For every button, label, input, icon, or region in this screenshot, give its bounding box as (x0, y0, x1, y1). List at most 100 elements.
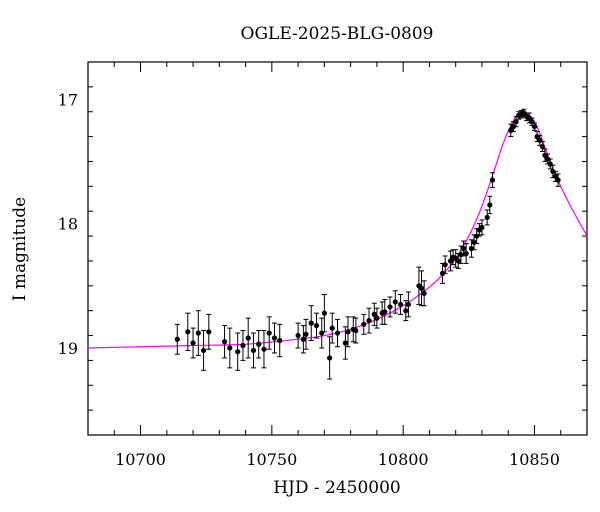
point-marker (256, 341, 262, 347)
point-marker (526, 115, 532, 121)
data-point (361, 313, 367, 335)
data-point (329, 312, 335, 344)
data-point (547, 158, 553, 170)
x-tick-label: 10750 (246, 450, 297, 469)
data-point (382, 298, 388, 325)
point-marker (510, 124, 517, 130)
data-point (200, 330, 207, 371)
data-point (190, 327, 196, 359)
data-point (303, 318, 309, 350)
data-point (447, 250, 454, 272)
data-point (484, 209, 490, 226)
point-marker (521, 110, 527, 116)
data-point (321, 294, 327, 333)
point-marker (240, 342, 246, 349)
data-point (277, 323, 283, 358)
data-point (174, 323, 180, 355)
point-marker (539, 143, 545, 150)
point-marker (371, 311, 377, 317)
plot-frame (87, 61, 588, 436)
data-point (545, 153, 551, 165)
chart-title: OGLE-2025-BLG-0809 (241, 24, 434, 44)
point-marker (468, 245, 475, 252)
data-point (313, 312, 320, 339)
point-marker (271, 335, 278, 341)
data-point (345, 316, 351, 348)
point-marker (227, 345, 233, 351)
point-marker (327, 355, 333, 361)
data-point (468, 239, 475, 258)
data-point (487, 195, 493, 215)
x-tick-label: 10800 (378, 450, 429, 469)
point-marker (174, 336, 180, 342)
point-marker (200, 347, 207, 354)
point-marker (342, 340, 348, 346)
point-marker (537, 137, 543, 143)
point-marker (321, 310, 327, 316)
data-point (534, 131, 540, 143)
data-points (174, 108, 561, 380)
data-point (295, 322, 301, 349)
data-point (366, 307, 372, 334)
y-tick-label: 18 (58, 215, 78, 234)
point-marker (334, 330, 341, 336)
data-point (539, 141, 545, 153)
data-point (463, 243, 469, 264)
point-marker (489, 177, 496, 183)
point-marker (319, 330, 325, 336)
point-marker (361, 321, 367, 327)
point-marker (329, 325, 335, 331)
point-marker (484, 214, 490, 221)
y-axis-label: I magnitude (10, 197, 30, 301)
point-marker (345, 329, 351, 335)
point-marker (474, 233, 480, 239)
data-point (550, 164, 556, 179)
point-marker (190, 340, 196, 346)
data-point (334, 318, 341, 348)
point-marker (513, 119, 519, 125)
data-point (555, 173, 561, 187)
point-marker (418, 285, 425, 291)
point-marker (458, 252, 464, 258)
data-point (405, 291, 412, 318)
tick-labels: 10700 10750 10800 10850 17 18 19 (58, 90, 560, 469)
point-marker (531, 124, 538, 130)
point-marker (303, 331, 309, 337)
data-point (271, 322, 278, 354)
point-marker (245, 335, 251, 341)
point-marker (392, 299, 398, 305)
data-point (421, 280, 427, 307)
data-point (442, 255, 448, 274)
data-point (387, 296, 393, 318)
point-marker (421, 290, 427, 296)
point-marker (405, 301, 412, 308)
data-point (300, 325, 306, 354)
point-marker (555, 177, 561, 183)
data-point (374, 307, 380, 329)
data-point (240, 330, 246, 361)
point-marker (455, 258, 461, 264)
data-point (206, 313, 212, 350)
data-point (319, 317, 325, 349)
data-point (185, 312, 191, 351)
data-point (235, 332, 241, 371)
point-marker (250, 347, 257, 354)
point-marker (439, 270, 446, 276)
point-marker (382, 309, 388, 315)
point-marker (387, 304, 393, 310)
point-marker (550, 168, 556, 175)
data-point (261, 330, 267, 369)
point-marker (547, 161, 553, 167)
data-point (418, 270, 425, 307)
point-marker (366, 318, 372, 324)
data-point (450, 249, 456, 266)
data-point (479, 219, 485, 236)
data-point (521, 108, 527, 118)
axis-ticks (87, 61, 588, 436)
data-point (250, 332, 257, 369)
point-marker (313, 322, 320, 329)
point-marker (206, 329, 212, 335)
data-point (195, 310, 201, 356)
point-marker (374, 315, 380, 321)
data-point (342, 326, 348, 360)
